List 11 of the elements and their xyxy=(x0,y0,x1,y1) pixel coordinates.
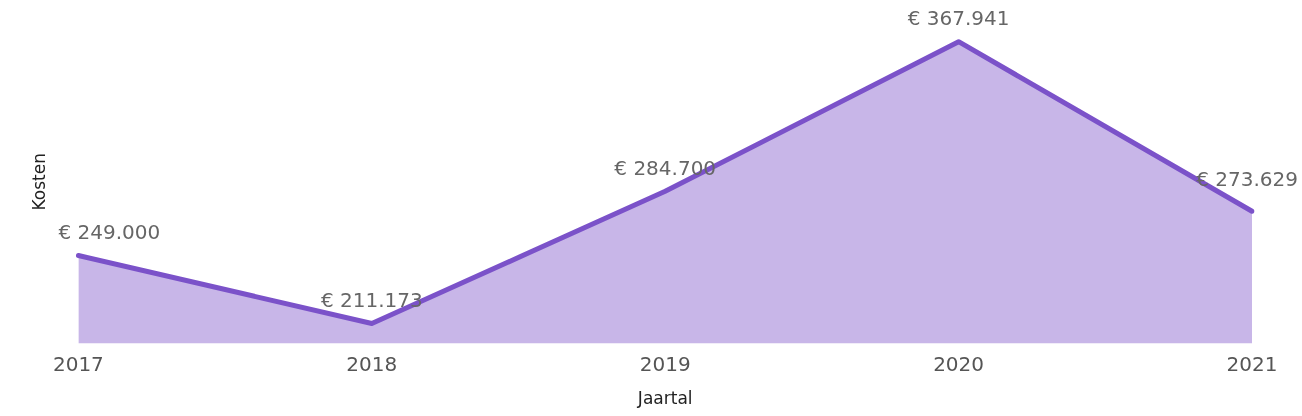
y-axis-title: Kosten xyxy=(28,153,49,211)
data-label: € 367.941 xyxy=(907,5,1010,30)
x-tick-label: 2019 xyxy=(639,351,691,376)
data-label: € 273.629 xyxy=(1196,167,1298,192)
x-tick-label: 2020 xyxy=(933,351,985,376)
data-label: € 211.173 xyxy=(320,287,423,312)
data-label: € 249.000 xyxy=(58,219,161,244)
x-tick-label: 2017 xyxy=(52,351,104,376)
x-tick-label: 2018 xyxy=(346,351,398,376)
x-tick-label: 2021 xyxy=(1226,351,1278,376)
x-axis-title: Jaartal xyxy=(636,388,693,409)
